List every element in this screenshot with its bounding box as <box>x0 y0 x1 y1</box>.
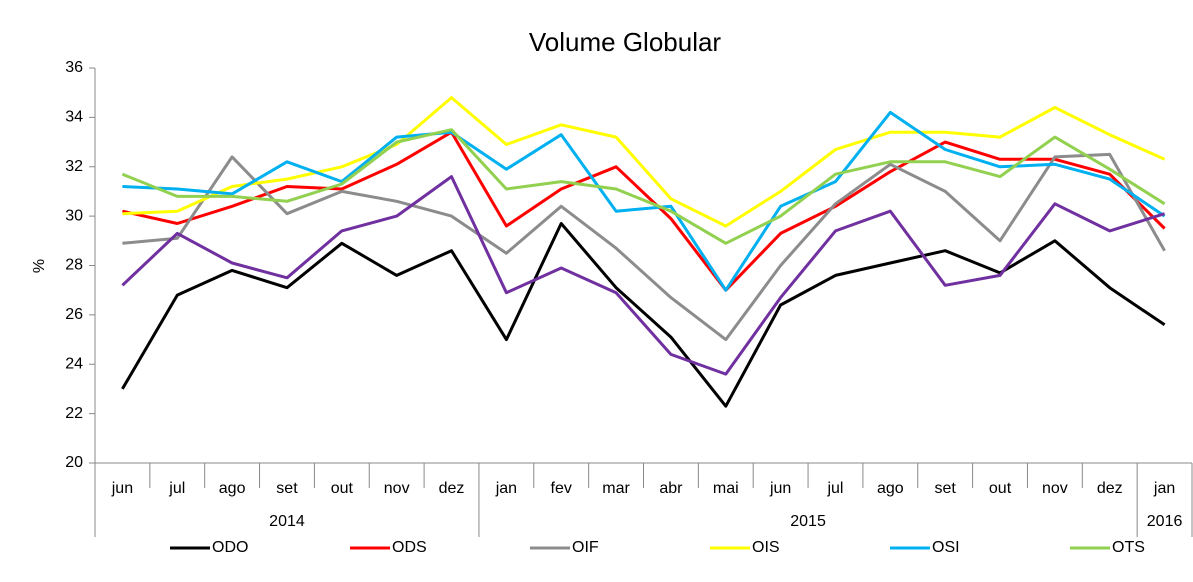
x-tick-label: ago <box>219 480 246 497</box>
x-tick-label: jan <box>1153 480 1175 497</box>
y-tick-label: 20 <box>65 454 83 471</box>
y-tick-label: 36 <box>65 59 83 76</box>
legend-label: OIF <box>572 539 599 556</box>
x-tick-label: jul <box>168 480 185 497</box>
x-tick-label: out <box>331 480 354 497</box>
legend-label: OSI <box>932 539 960 556</box>
y-tick-label: 26 <box>65 306 83 323</box>
group-label: 2014 <box>269 513 305 530</box>
chart-title: Volume Globular <box>529 27 722 57</box>
line-series <box>121 128 1166 245</box>
line-series <box>121 175 1166 376</box>
y-tick-label: 32 <box>65 158 83 175</box>
line-series <box>122 110 1166 292</box>
x-tick-label: ago <box>877 480 904 497</box>
line-series <box>122 96 1166 228</box>
x-tick-label: set <box>276 480 298 497</box>
x-tick-label: jul <box>826 480 843 497</box>
x-tick-label: fev <box>551 480 572 497</box>
x-tick-label: dez <box>1097 480 1123 497</box>
line-series <box>122 152 1166 342</box>
y-tick-label: 24 <box>65 355 83 372</box>
y-axis-label: % <box>31 259 48 273</box>
x-tick-label: nov <box>1042 480 1068 497</box>
x-tick-label: jun <box>111 480 133 497</box>
x-tick-label: set <box>935 480 957 497</box>
legend-label: ODO <box>212 539 248 556</box>
line-series <box>122 130 1166 292</box>
group-label: 2016 <box>1147 513 1183 530</box>
y-tick-label: 30 <box>65 207 83 224</box>
x-tick-label: out <box>989 480 1012 497</box>
y-tick-label: 34 <box>65 109 83 126</box>
y-tick-label: 28 <box>65 257 83 274</box>
x-tick-label: mai <box>713 480 739 497</box>
legend-label: ODS <box>392 539 427 556</box>
x-tick-label: mar <box>602 480 630 497</box>
x-tick-label: jan <box>495 480 517 497</box>
x-tick-label: nov <box>384 480 410 497</box>
legend-label: OIS <box>752 539 780 556</box>
legend-label: OTS <box>1112 539 1145 556</box>
group-label: 2015 <box>790 513 826 530</box>
line-series <box>121 222 1166 408</box>
x-tick-label: jun <box>769 480 791 497</box>
x-tick-label: dez <box>439 480 465 497</box>
x-tick-label: abr <box>659 480 683 497</box>
y-tick-label: 22 <box>65 405 83 422</box>
